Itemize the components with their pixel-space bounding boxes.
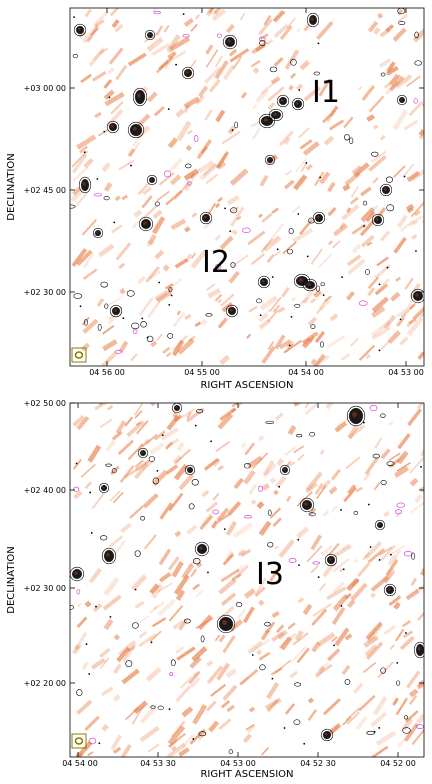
top-radio-map <box>70 8 424 366</box>
top-xtick-label: 04 54 00 <box>288 368 324 377</box>
bottom-xtick-label: 04 53 30 <box>140 759 176 768</box>
bottom-radio-map <box>70 403 424 757</box>
bottom-panel: 04 54 00 04 53 30 04 53 00 04 52 30 04 5… <box>6 399 425 780</box>
bottom-beam <box>71 733 87 749</box>
top-ytick-label: +03 00 00 <box>24 84 66 93</box>
source-label-i3: I3 <box>256 557 284 592</box>
bottom-ytick-label: +02 30 00 <box>24 584 66 593</box>
top-xtick-label: 04 55 00 <box>184 368 220 377</box>
bottom-ytick-label: +02 40 00 <box>24 486 66 495</box>
source-label-i1: I1 <box>312 75 340 110</box>
bottom-y-axis-title: DECLINATION <box>6 546 17 613</box>
bottom-x-ticks: 04 54 00 04 53 30 04 53 00 04 52 30 04 5… <box>62 403 416 768</box>
bottom-panel-frame <box>69 402 425 758</box>
top-xtick-label: 04 56 00 <box>89 368 125 377</box>
bottom-xtick-label: 04 53 00 <box>220 759 256 768</box>
top-beam <box>71 347 87 363</box>
bottom-ytick-label: +02 50 00 <box>24 399 66 408</box>
bottom-xtick-label: 04 52 00 <box>380 759 416 768</box>
bottom-x-axis-title: RIGHT ASCENSION <box>200 769 293 780</box>
bottom-y-ticks: +02 50 00 +02 40 00 +02 30 00 +02 20 00 <box>24 399 424 688</box>
top-panel: 04 56 00 04 55 00 04 54 00 04 53 00 +03 … <box>6 7 425 391</box>
top-y-ticks: +03 00 00 +02 45 00 +02 30 00 <box>24 84 424 297</box>
top-panel-frame <box>69 7 425 367</box>
top-ytick-label: +02 45 00 <box>24 186 66 195</box>
top-xtick-label: 04 53 00 <box>388 368 424 377</box>
top-y-axis-title: DECLINATION <box>6 153 17 220</box>
source-label-i2: I2 <box>202 245 230 280</box>
top-x-axis-title: RIGHT ASCENSION <box>200 380 293 391</box>
bottom-xtick-label: 04 54 00 <box>62 759 98 768</box>
top-x-ticks: 04 56 00 04 55 00 04 54 00 04 53 00 <box>89 8 424 377</box>
bottom-ytick-label: +02 20 00 <box>24 679 66 688</box>
top-ytick-label: +02 30 00 <box>24 288 66 297</box>
bottom-xtick-label: 04 52 30 <box>300 759 336 768</box>
